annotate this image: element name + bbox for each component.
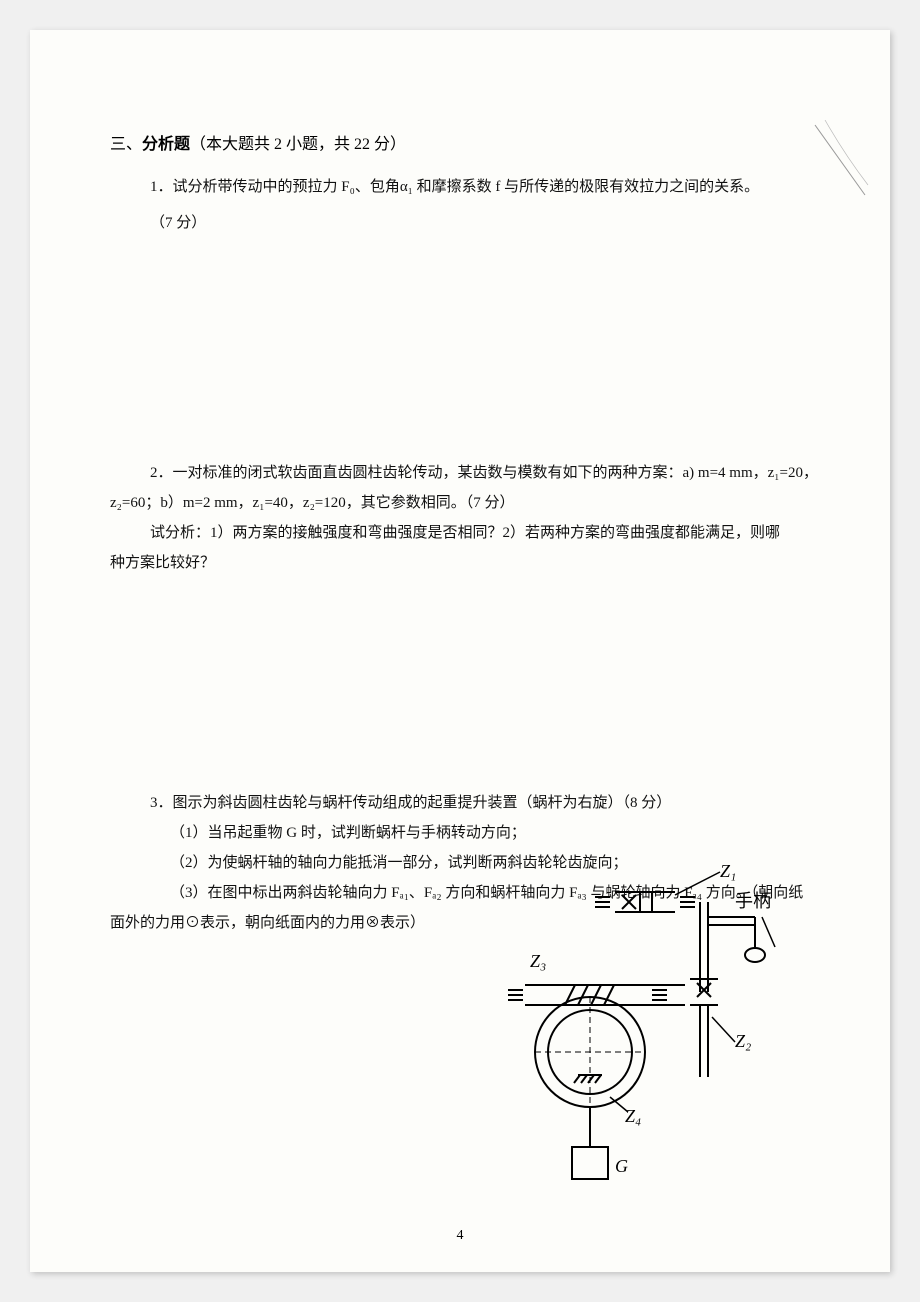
section-suffix: （本大题共 2 小题，共 22 分）: [190, 136, 406, 153]
label-load: G: [615, 1156, 628, 1176]
section-prefix: 三、: [110, 136, 142, 153]
label-z3: Z₃: [530, 951, 546, 971]
q2-line3: 试分析：1）两方案的接触强度和弯曲强度是否相同？2）若两种方案的弯曲强度都能满足…: [150, 518, 820, 548]
label-z2: Z₂: [735, 1031, 751, 1051]
q2-line1: 2．一对标准的闭式软齿面直齿圆柱齿轮传动，某齿数与模数有如下的两种方案：a) m…: [150, 458, 820, 488]
section-title: 三、分析题（本大题共 2 小题，共 22 分）: [110, 130, 820, 154]
q2-line4: 种方案比较好？: [110, 548, 820, 578]
label-handle: 手柄: [735, 891, 771, 911]
page-number: 4: [457, 1228, 464, 1244]
q1-text: 1．试分析带传动中的预拉力 F₀、包角α₁ 和摩擦系数 f 与所传递的极限有效拉…: [150, 172, 820, 202]
page: 三、分析题（本大题共 2 小题，共 22 分） 1．试分析带传动中的预拉力 F₀…: [30, 30, 890, 1272]
q3-sub1: （1）当吊起重物 G 时，试判断蜗杆与手柄转动方向；: [170, 818, 820, 848]
q1-points: （7 分）: [150, 208, 820, 238]
mechanism-diagram: Z₁ 手柄 Z₂: [480, 847, 800, 1187]
label-z4: Z₄: [625, 1106, 641, 1126]
section-bold: 分析题: [142, 136, 190, 153]
q3-line1: 3．图示为斜齿圆柱齿轮与蜗杆传动组成的起重提升装置（蜗杆为右旋）（8 分）: [150, 788, 820, 818]
label-z1: Z₁: [720, 861, 736, 881]
q2-line2: z₂=60；b）m=2 mm，z₁=40，z₂=120，其它参数相同。（7 分）: [110, 488, 820, 518]
